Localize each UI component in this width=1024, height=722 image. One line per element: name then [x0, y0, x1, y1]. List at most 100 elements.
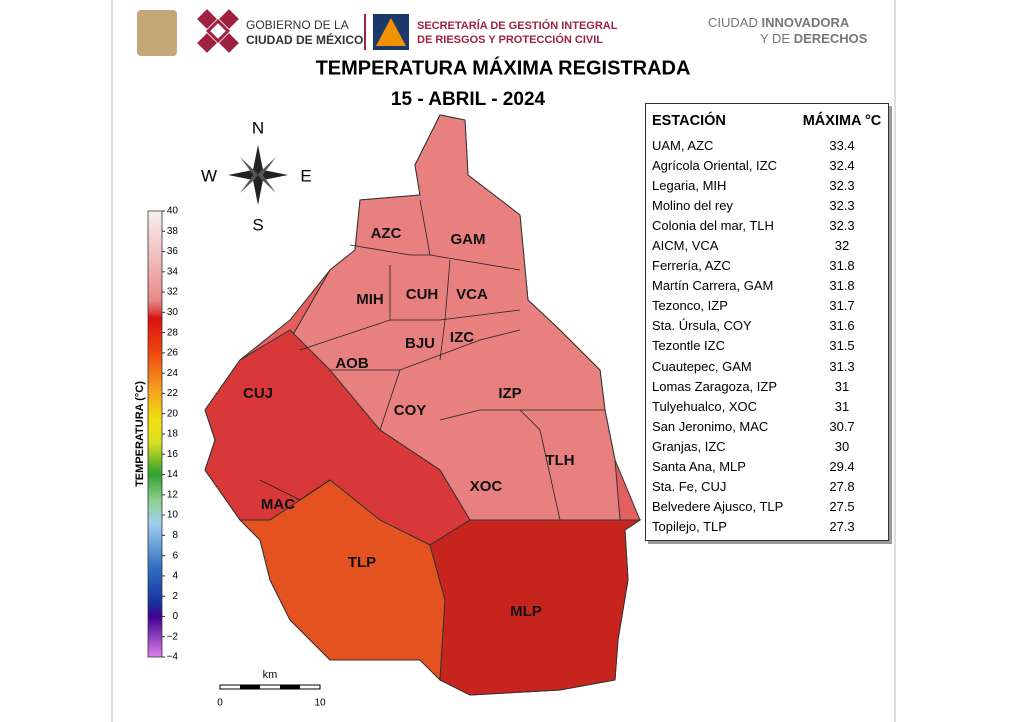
- table-row: Cuautepec, GAM 31.3: [646, 356, 888, 376]
- table-row: Legaria, MIH 32.3: [646, 175, 888, 195]
- region-label: CUJ: [243, 385, 273, 402]
- table-row: Belvedere Ajusco, TLP 27.5: [646, 497, 888, 517]
- gov-text: CIUDAD DE MÉXICO: [246, 32, 363, 47]
- colorbar-tick-label: 14: [167, 469, 179, 480]
- sec-text: SECRETARÍA DE GESTIÓN INTEGRAL: [417, 19, 618, 32]
- max-temp: 31.3: [829, 358, 855, 374]
- station-name: Santa Ana, MLP: [652, 459, 746, 475]
- station-name: Cuautepec, GAM: [652, 358, 752, 374]
- max-temp: 27.3: [829, 519, 855, 535]
- colorbar-tick-label: 6: [172, 550, 178, 561]
- station-name: UAM, AZC: [652, 137, 714, 153]
- max-temp: 31.7: [829, 298, 855, 314]
- max-temp: 33.4: [829, 137, 855, 153]
- station-name: Tezontle IZC: [652, 338, 725, 354]
- colorbar-tick-label: 12: [167, 489, 179, 500]
- scale-label: 0: [217, 698, 223, 709]
- table-header: ESTACIÓN MÁXIMA °C: [646, 104, 888, 135]
- max-temp: 32.4: [829, 157, 855, 173]
- max-temp: 29.4: [829, 459, 855, 475]
- max-temp: 32: [834, 238, 850, 254]
- table-row: Tulyehualco, XOC 31: [646, 396, 888, 416]
- slogan-part: DERECHOS: [794, 31, 868, 46]
- region-label: MLP: [510, 603, 542, 620]
- header-cell: ESTACIÓN: [652, 113, 726, 129]
- max-temp: 27.5: [829, 499, 855, 515]
- max-temp: 31.6: [829, 318, 855, 334]
- colorbar: [147, 210, 163, 658]
- map-title: TEMPERATURA MÁXIMA REGISTRADA: [316, 56, 691, 79]
- colorbar-tick-label: 34: [167, 266, 179, 277]
- colorbar-tick-label: −4: [167, 652, 179, 663]
- colorbar-tick-label: −2: [167, 631, 179, 642]
- table-row: San Jeronimo, MAC 30.7: [646, 416, 888, 436]
- gov-text: GOBIERNO DE LA: [246, 18, 349, 32]
- region-label: CUH: [406, 286, 439, 303]
- cdmx-logo: [197, 9, 239, 53]
- table-row: Tezontle IZC 31.5: [646, 336, 888, 356]
- colorbar-tick-label: 18: [167, 429, 179, 440]
- table-row: Ferrería, AZC 31.8: [646, 256, 888, 276]
- station-name: Sta. Úrsula, COY: [652, 318, 752, 334]
- table-row: UAM, AZC 33.4: [646, 135, 888, 155]
- region-label: GAM: [451, 231, 486, 248]
- table-row: Martín Carrera, GAM 31.8: [646, 276, 888, 296]
- slogan: Y DE DERECHOS: [760, 31, 868, 46]
- colorbar-tick-label: 26: [167, 348, 179, 359]
- colorbar-tick-label: 2: [172, 591, 178, 602]
- station-name: Tezonco, IZP: [652, 298, 728, 314]
- station-name: Lomas Zaragoza, IZP: [652, 378, 777, 394]
- table-row: Agrícola Oriental, IZC 32.4: [646, 155, 888, 175]
- slogan-part: CIUDAD: [708, 15, 761, 30]
- colorbar-tick-label: 40: [167, 206, 179, 217]
- max-temp: 30: [834, 438, 850, 454]
- slogan-part: INNOVADORA: [761, 15, 849, 30]
- region-label: MAC: [261, 496, 295, 513]
- station-name: Topilejo, TLP: [652, 519, 727, 535]
- region-label: XOC: [470, 478, 503, 495]
- max-temp: 31.8: [829, 258, 855, 274]
- region-label: AZC: [371, 225, 402, 242]
- table-row: Topilejo, TLP 27.3: [646, 517, 888, 537]
- colorbar-tick-label: 30: [167, 307, 179, 318]
- map: [204, 114, 642, 696]
- map-subtitle: 15 - ABRIL - 2024: [391, 89, 546, 110]
- region-label: BJU: [405, 335, 435, 352]
- colorbar-tick-label: 32: [167, 287, 179, 298]
- header-cell: MÁXIMA °C: [802, 113, 882, 129]
- max-temp: 32.3: [829, 177, 855, 193]
- compass-label: W: [201, 166, 217, 185]
- max-temp: 27.8: [829, 479, 855, 495]
- station-name: Sta. Fe, CUJ: [652, 479, 727, 495]
- region-label: IZC: [450, 329, 474, 346]
- region-label: VCA: [456, 286, 488, 303]
- station-name: Legaria, MIH: [652, 177, 727, 193]
- station-name: Ferrería, AZC: [652, 258, 731, 274]
- region-label: AOB: [335, 355, 369, 372]
- station-name: Martín Carrera, GAM: [652, 278, 774, 294]
- colorbar-ticks: 4038363432302826242220181614121086420−2−…: [162, 206, 178, 663]
- table-row: Lomas Zaragoza, IZP 31: [646, 376, 888, 396]
- max-temp: 31.8: [829, 278, 855, 294]
- colorbar-tick-label: 0: [172, 611, 178, 622]
- colorbar-tick-label: 10: [167, 510, 179, 521]
- max-temp: 31: [834, 378, 850, 394]
- max-temp: 30.7: [829, 418, 855, 434]
- table-row: Sta. Fe, CUJ 27.8: [646, 477, 888, 497]
- compass-label: S: [252, 215, 263, 234]
- pc-logo-triangle: [376, 18, 406, 46]
- colorbar-tick-label: 20: [167, 408, 179, 419]
- max-temp: 32.3: [829, 197, 855, 213]
- slogan-part: Y DE: [760, 31, 794, 46]
- region-label: TLH: [545, 452, 574, 469]
- region-label: IZP: [498, 385, 521, 402]
- colorbar-tick-label: 38: [167, 226, 179, 237]
- table-row: Sta. Úrsula, COY 31.6: [646, 316, 888, 336]
- compass-label: E: [300, 166, 311, 185]
- colorbar-tick-label: 24: [167, 368, 179, 379]
- station-table: ESTACIÓN MÁXIMA °C UAM, AZC 33.4 Agrícola …: [645, 103, 889, 541]
- station-name: Agrícola Oriental, IZC: [652, 157, 777, 173]
- region-label: COY: [394, 402, 427, 419]
